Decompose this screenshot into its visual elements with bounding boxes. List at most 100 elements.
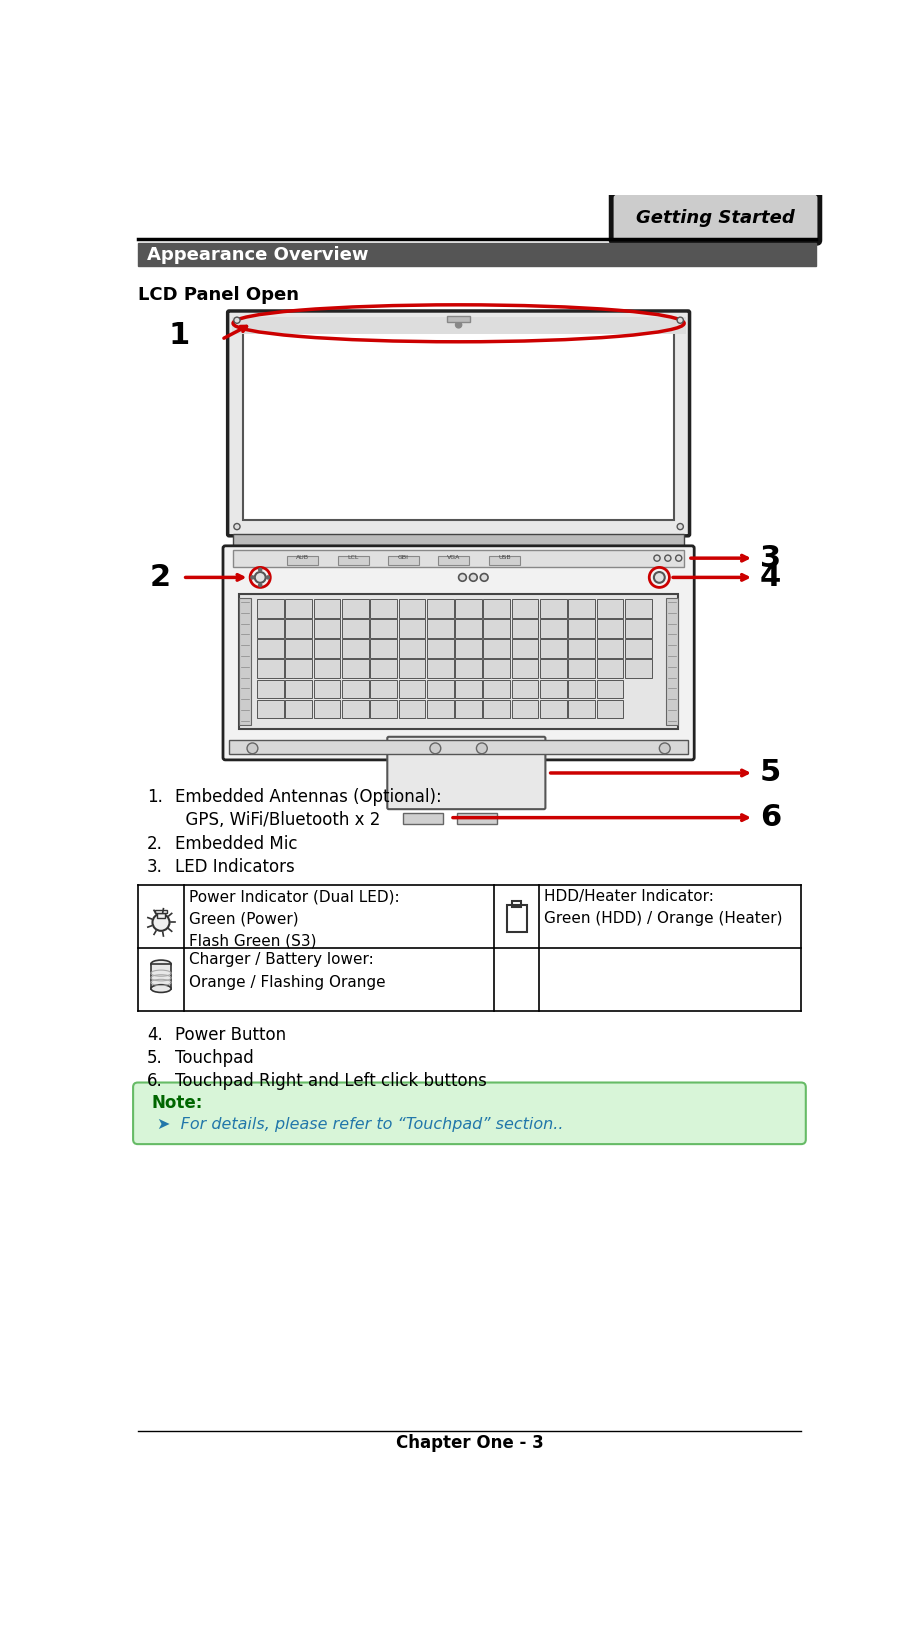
Bar: [338, 555, 369, 565]
Bar: [427, 660, 453, 678]
Bar: [370, 660, 397, 678]
Bar: [625, 599, 651, 617]
Bar: [512, 901, 521, 907]
Bar: [286, 660, 312, 678]
Text: 4: 4: [760, 564, 781, 591]
Bar: [370, 639, 397, 658]
Bar: [625, 639, 651, 658]
Bar: [568, 599, 595, 617]
Text: LED Indicators: LED Indicators: [175, 858, 295, 876]
Bar: [455, 619, 482, 637]
Bar: [540, 619, 567, 637]
Bar: [232, 318, 686, 334]
Bar: [370, 700, 397, 718]
Text: ➤  For details, please refer to “Touchpad” section..: ➤ For details, please refer to “Touchpad…: [158, 1116, 563, 1132]
Text: VGA: VGA: [447, 555, 461, 560]
Bar: [233, 549, 684, 567]
Text: Power Button: Power Button: [175, 1026, 286, 1044]
Circle shape: [459, 573, 466, 582]
Bar: [568, 639, 595, 658]
Circle shape: [258, 569, 262, 572]
FancyBboxPatch shape: [387, 736, 545, 810]
Bar: [427, 679, 453, 699]
Bar: [158, 914, 165, 917]
Text: Power Indicator (Dual LED):
Green (Power)
Flash Green (S3): Power Indicator (Dual LED): Green (Power…: [189, 889, 399, 948]
Circle shape: [677, 318, 683, 323]
Bar: [540, 679, 567, 699]
Text: Chapter One - 3: Chapter One - 3: [396, 1434, 543, 1451]
Bar: [257, 660, 284, 678]
Circle shape: [476, 743, 487, 754]
FancyBboxPatch shape: [610, 192, 821, 244]
Text: Touchpad Right and Left click buttons: Touchpad Right and Left click buttons: [175, 1072, 486, 1090]
Text: LCD Panel Open: LCD Panel Open: [137, 287, 299, 305]
Bar: [457, 813, 497, 824]
Circle shape: [677, 523, 683, 529]
Bar: [455, 599, 482, 617]
Bar: [484, 700, 510, 718]
Bar: [313, 679, 341, 699]
Bar: [427, 619, 453, 637]
Bar: [596, 639, 623, 658]
Bar: [484, 679, 510, 699]
Bar: [342, 700, 369, 718]
Bar: [286, 700, 312, 718]
Bar: [625, 660, 651, 678]
Bar: [370, 599, 397, 617]
Circle shape: [234, 318, 240, 323]
Text: HDD/Heater Indicator:
Green (HDD) / Orange (Heater): HDD/Heater Indicator: Green (HDD) / Oran…: [544, 889, 782, 927]
Bar: [512, 679, 539, 699]
Bar: [507, 906, 527, 932]
Bar: [313, 599, 341, 617]
Bar: [257, 679, 284, 699]
Circle shape: [660, 743, 671, 754]
Text: Appearance Overview: Appearance Overview: [147, 246, 368, 264]
Bar: [427, 700, 453, 718]
Bar: [540, 639, 567, 658]
Bar: [313, 639, 341, 658]
Bar: [512, 660, 539, 678]
Text: Note:: Note:: [152, 1093, 203, 1111]
Bar: [512, 700, 539, 718]
Bar: [568, 660, 595, 678]
Circle shape: [152, 914, 169, 930]
Bar: [398, 679, 425, 699]
Bar: [286, 619, 312, 637]
Bar: [568, 679, 595, 699]
Bar: [233, 534, 684, 547]
Bar: [137, 243, 816, 266]
Text: LCL: LCL: [347, 555, 359, 560]
Bar: [596, 700, 623, 718]
Text: 6.: 6.: [147, 1072, 163, 1090]
Bar: [370, 619, 397, 637]
FancyBboxPatch shape: [223, 546, 694, 759]
Text: 2.: 2.: [147, 834, 163, 852]
Bar: [239, 598, 251, 725]
Bar: [342, 679, 369, 699]
Text: GPS, WiFi/Bluetooth x 2: GPS, WiFi/Bluetooth x 2: [175, 811, 380, 829]
Bar: [370, 679, 397, 699]
Bar: [403, 813, 443, 824]
Bar: [342, 599, 369, 617]
Bar: [540, 660, 567, 678]
Bar: [512, 599, 539, 617]
Bar: [398, 639, 425, 658]
Circle shape: [258, 583, 262, 586]
Bar: [243, 326, 674, 520]
Bar: [455, 660, 482, 678]
Bar: [257, 619, 284, 637]
Bar: [398, 599, 425, 617]
Bar: [313, 660, 341, 678]
Bar: [447, 316, 470, 323]
Bar: [427, 639, 453, 658]
Bar: [439, 555, 469, 565]
Text: Embedded Antennas (Optional):: Embedded Antennas (Optional):: [175, 788, 442, 806]
Circle shape: [665, 555, 671, 562]
Bar: [229, 740, 688, 754]
Text: 4.: 4.: [147, 1026, 163, 1044]
Bar: [313, 700, 341, 718]
Circle shape: [654, 555, 660, 562]
Text: Charger / Battery lower:
Orange / Flashing Orange: Charger / Battery lower: Orange / Flashi…: [189, 953, 386, 989]
Text: AUB: AUB: [296, 555, 310, 560]
Circle shape: [469, 573, 477, 582]
